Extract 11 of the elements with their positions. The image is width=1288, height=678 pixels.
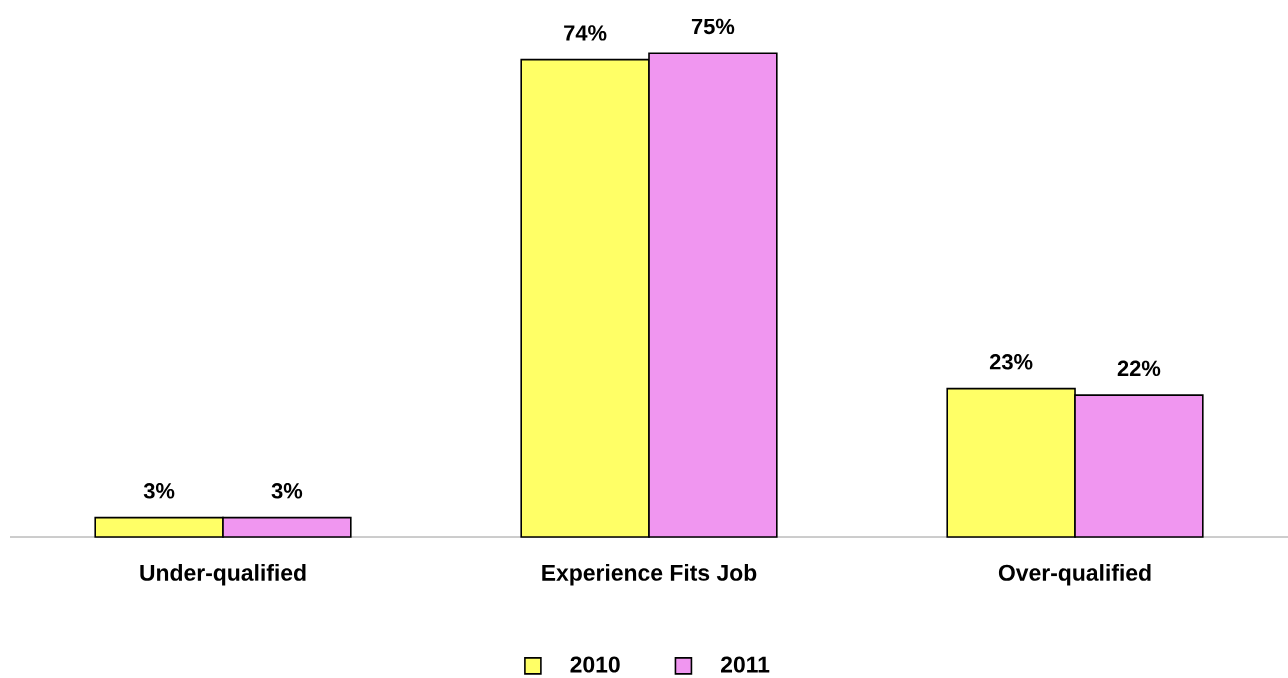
x-tick-label: Over-qualified: [998, 564, 1151, 586]
legend-label: 2010: [570, 656, 620, 673]
data-label: 75%: [691, 18, 735, 35]
legend-label: 2011: [721, 656, 770, 673]
data-label: 3%: [143, 483, 175, 499]
x-tick-label: Experience Fits Job: [542, 564, 757, 586]
data-label: 74%: [564, 25, 607, 41]
data-label: 22%: [1117, 360, 1161, 377]
data-label: 23%: [989, 354, 1033, 370]
data-label: 3%: [271, 483, 303, 499]
x-tick-label: Under-qualified: [140, 564, 306, 586]
